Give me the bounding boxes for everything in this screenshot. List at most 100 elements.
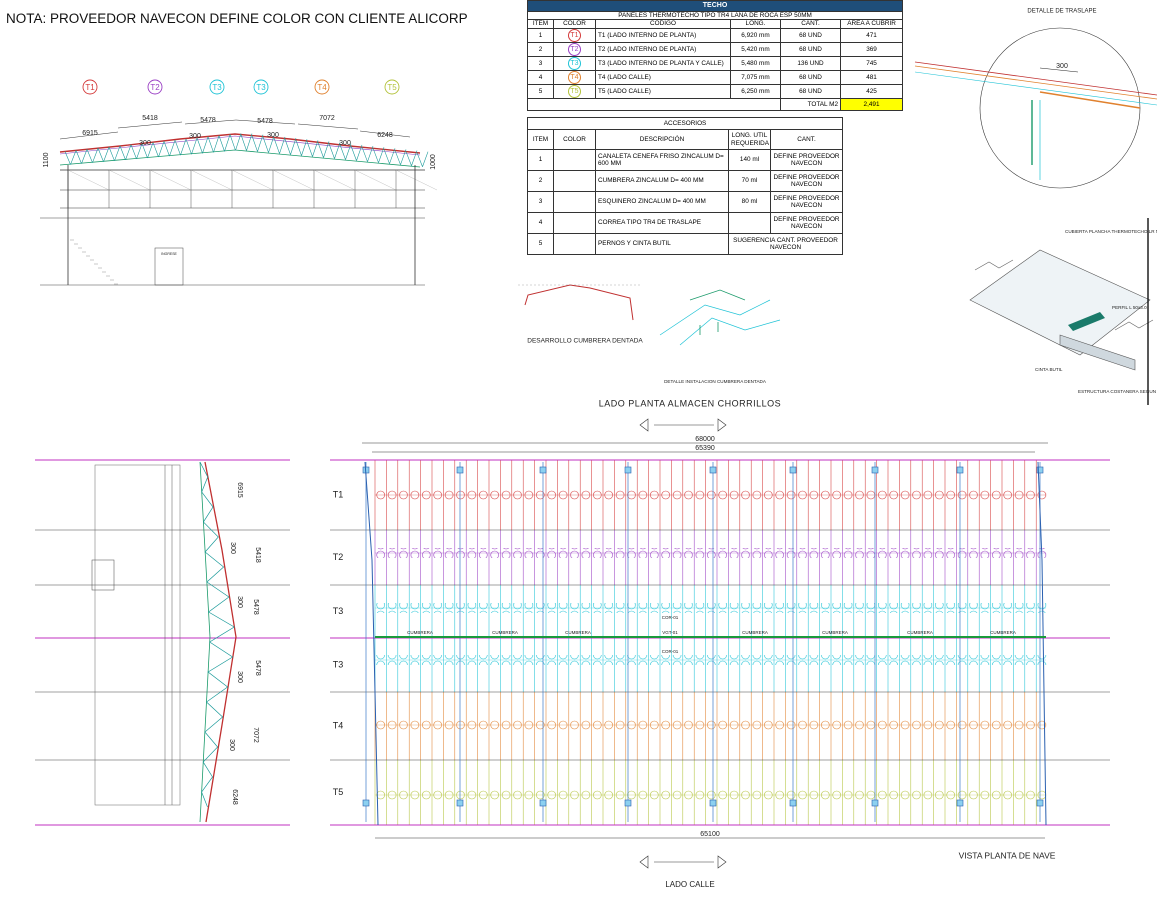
truss-web	[130, 144, 137, 160]
column	[956, 466, 964, 474]
side-label: LADO CALLE	[665, 880, 714, 889]
dimension-line	[1039, 67, 1079, 73]
truss-web	[284, 139, 291, 155]
row: 3 T3 T3 (LADO INTERNO DE PLANTA Y CALLE) 5,…	[527, 55, 904, 71]
roof-top	[204, 461, 237, 823]
panel-rib	[1114, 319, 1154, 331]
dimension: 5478	[254, 660, 261, 676]
callout: PERFIL L 50x3.0	[1112, 305, 1147, 310]
truss-web	[75, 150, 82, 164]
cell: 5,480 mm	[730, 55, 781, 71]
truss-web	[290, 138, 297, 155]
brace	[149, 169, 192, 191]
zone-tag	[314, 79, 330, 95]
column	[539, 466, 547, 474]
cell: 3	[527, 191, 554, 213]
total-label: TOTAL M2	[780, 97, 841, 111]
truss-web	[268, 135, 275, 153]
cell: 745	[839, 55, 904, 71]
callout: CUBIERTA PLANCHA THERMOTECHO LR NAVECON	[1065, 229, 1157, 234]
ridge-label: CUMBRERA	[742, 630, 768, 635]
cell: 68 UND	[780, 41, 841, 57]
truss-web	[334, 142, 341, 159]
cell: SUGERENCIA CANT. PROVEEDOR NAVECON	[727, 233, 844, 255]
truss-web	[400, 149, 407, 165]
panel-line	[914, 61, 1157, 96]
truss-web	[350, 145, 357, 161]
cell: DEFINE PROVEEDOR NAVECON	[769, 170, 844, 192]
row: 4 CORREA TIPO TR4 DE TRASLAPE DEFINE PROVE…	[527, 212, 844, 234]
ridge-label: CUMBRERA	[565, 630, 591, 635]
panel-line	[914, 71, 1157, 106]
cell: PERNOS Y CINTA BUTIL	[595, 233, 729, 255]
truss-web	[416, 152, 423, 167]
truss-web	[356, 144, 363, 161]
ridge-label: CUMBRERA	[990, 630, 1016, 635]
truss-web	[389, 148, 396, 164]
cell: 2	[527, 170, 554, 192]
cell: 1	[527, 149, 554, 171]
truss-web	[119, 145, 126, 160]
roof-top-2	[59, 135, 421, 156]
row: 5 T5 T5 (LADO CALLE) 6,250 mm 68 UND 425	[527, 83, 904, 99]
table-subtitle: PANELES THERMOTECHO TIPO TR4 LANA DE ROC…	[526, 10, 904, 21]
color-cell: T5	[553, 83, 596, 99]
arrow	[639, 418, 727, 432]
brace	[190, 169, 233, 191]
truss-web	[394, 150, 401, 165]
truss-web	[235, 133, 242, 151]
detail-title: DESARROLLO CUMBRERA DENTADA	[527, 338, 643, 345]
truss-web	[185, 138, 192, 155]
color-cell: T4	[553, 69, 596, 85]
header-cell: DESCRIPCIÓN	[595, 129, 729, 150]
gable-edge	[1037, 461, 1047, 826]
cell: 5	[527, 233, 554, 255]
cell: 68 UND	[780, 27, 841, 43]
dimension-line	[235, 119, 296, 125]
table: ACCESORIOS ITEM COLOR DESCRIPCIÓN LONG. UTIL…	[526, 117, 844, 255]
truss-web	[224, 134, 231, 152]
truss-web	[411, 150, 418, 166]
dimension: 300	[236, 671, 243, 683]
panel-rib	[974, 259, 1014, 271]
total-row: TOTAL M2 2,491	[527, 97, 904, 111]
brace	[108, 169, 151, 191]
header-cell: COLOR	[553, 129, 596, 150]
header-row: ITEM COLOR DESCRIPCIÓN LONG. UTIL REQUERIDA…	[527, 129, 844, 150]
callout: ESTRUCTURA COSTANERA SEGUN CALCULO	[1078, 389, 1157, 394]
cell: DEFINE PROVEEDOR NAVECON	[769, 149, 844, 171]
header-cell: LONG.	[730, 19, 781, 29]
column	[1036, 466, 1044, 474]
callout: CINTA BUTIL	[1035, 367, 1063, 372]
cell	[728, 212, 771, 234]
dimension: 6248	[231, 789, 238, 805]
ridge-install	[659, 299, 781, 346]
column	[871, 799, 879, 807]
dimension: 6248	[377, 132, 393, 139]
truss-web	[64, 151, 71, 165]
truss-web	[279, 136, 286, 154]
detail-title: DETALLE DE TRASLAPE	[1027, 9, 1096, 15]
table-title: TECHO	[526, 0, 904, 12]
truss-web	[158, 141, 165, 158]
cell	[527, 97, 781, 111]
column	[871, 466, 879, 474]
dimension-line	[117, 121, 183, 129]
dimension: 7072	[319, 115, 335, 122]
brace	[272, 169, 315, 191]
column	[456, 799, 464, 807]
dimension: 300	[339, 140, 351, 147]
truss-web	[367, 145, 374, 162]
purlin-label: COR-01	[662, 615, 679, 620]
cell: 369	[839, 41, 904, 57]
cell: T3 (LADO INTERNO DE PLANTA Y CALLE)	[595, 55, 731, 71]
truss-web	[213, 135, 220, 153]
column	[624, 466, 632, 474]
truss-web	[169, 140, 176, 157]
cell	[553, 191, 596, 213]
dimension-line	[59, 131, 119, 140]
ridge-label: CUMBRERA	[907, 630, 933, 635]
cell: 68 UND	[780, 69, 841, 85]
cell: 5	[527, 83, 554, 99]
